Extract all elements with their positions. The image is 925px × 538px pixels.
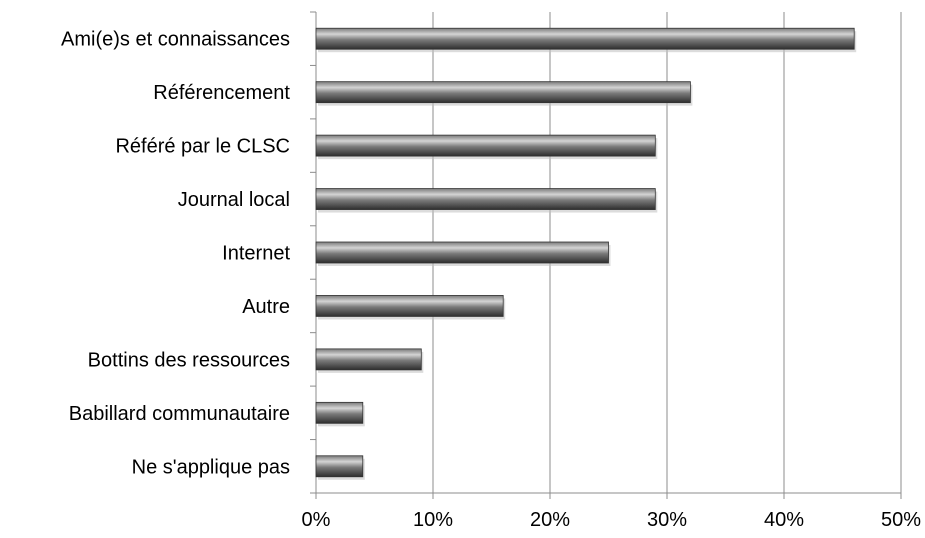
bar-group — [315, 134, 658, 160]
category-label: Référencement — [153, 82, 290, 104]
category-labels: Ami(e)s et connaissances Référencement Réf… — [61, 29, 290, 479]
bar-group — [315, 81, 693, 106]
category-label: Ne s'applique pas — [132, 456, 290, 478]
category-label: Journal local — [178, 189, 290, 211]
bar-group — [315, 27, 857, 53]
category-label: Bottins des ressources — [88, 349, 290, 371]
bar — [315, 241, 609, 264]
bar — [315, 401, 364, 424]
category-label: Référé par le CLSC — [115, 136, 290, 158]
x-tick-label: 40% — [764, 509, 804, 531]
x-tick-label: 10% — [413, 509, 453, 531]
bar — [315, 134, 656, 157]
category-label: Internet — [222, 243, 290, 265]
bar-group — [315, 401, 365, 427]
bar-group — [315, 241, 611, 266]
x-tick-label: 30% — [647, 509, 687, 531]
bar — [315, 295, 504, 317]
bar-group — [315, 348, 424, 373]
bars — [315, 27, 857, 480]
bar-group — [315, 455, 365, 480]
category-label: Babillard communautaire — [69, 403, 290, 425]
bar — [315, 81, 691, 104]
x-tick-label: 0% — [302, 509, 331, 531]
category-label: Ami(e)s et connaissances — [61, 29, 290, 51]
bar — [315, 455, 364, 478]
x-tick-labels: 0% 10% 20% 30% 40% 50% — [302, 509, 922, 531]
bar — [315, 27, 855, 50]
bar-group — [315, 295, 506, 320]
bar — [315, 188, 656, 210]
category-label: Autre — [242, 296, 290, 318]
bar — [315, 348, 422, 371]
x-tick-label: 20% — [530, 509, 570, 531]
bar-group — [315, 188, 658, 213]
x-tick-label: 50% — [881, 509, 921, 531]
